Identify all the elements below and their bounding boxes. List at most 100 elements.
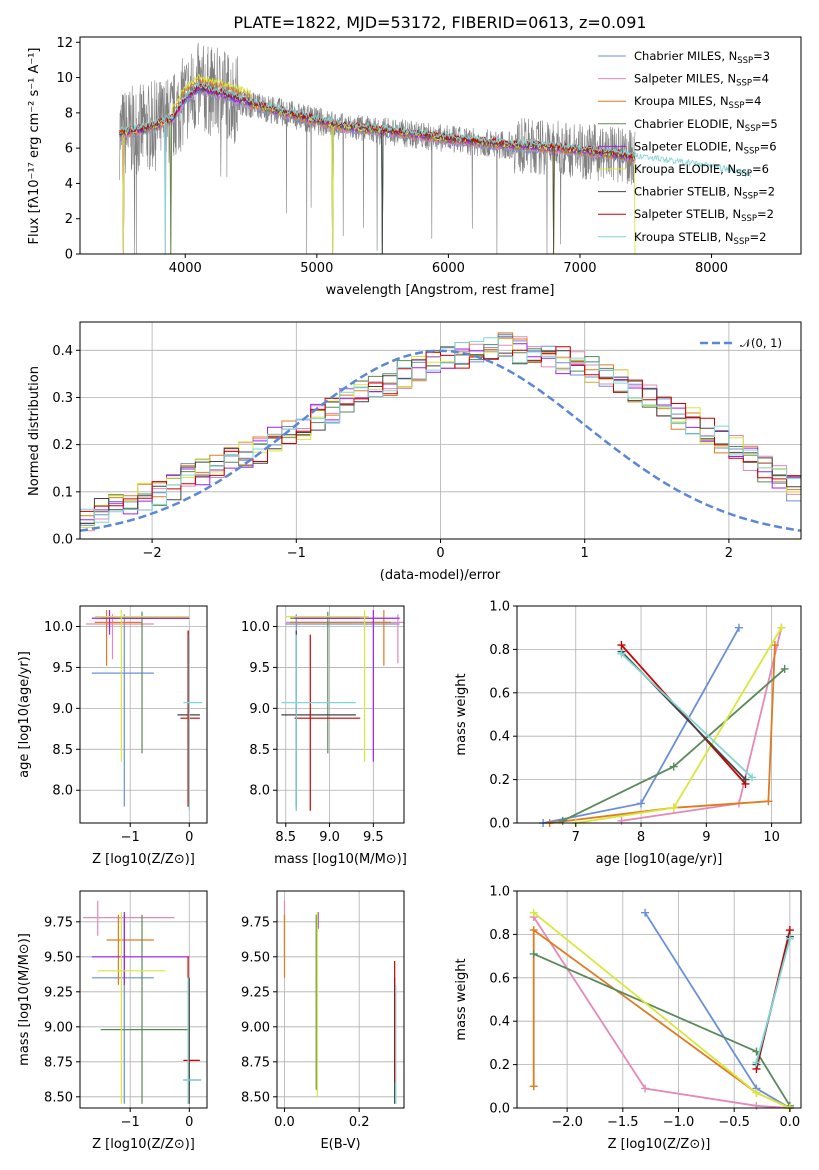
age-vs-mass-xtick-label: 9.5 xyxy=(363,830,384,845)
age-vs-Z-ytick-label: 8.5 xyxy=(52,743,73,758)
mass-weight-vs-Z-grid xyxy=(517,890,801,1109)
mass-vs-Z-ytick-label: 9.75 xyxy=(44,915,73,930)
age-vs-mass-xtick-label: 8.5 xyxy=(275,830,296,845)
legend-label: Kroupa STELIB, NSSP=2 xyxy=(634,230,766,247)
mass-weight-vs-age-ytick-label: 0.2 xyxy=(489,773,510,788)
legend-subscript: SSP xyxy=(741,214,757,224)
mass-weight-vs-age-ytick-label: 0.4 xyxy=(489,730,510,745)
legend-label: Chabrier STELIB, NSSP=2 xyxy=(634,185,775,202)
histogram-salpeter-stelib xyxy=(79,346,802,539)
residual-xtick-label: −1 xyxy=(287,546,306,561)
mass-weight-point xyxy=(752,1088,761,1097)
legend-count: =2 xyxy=(749,230,766,244)
age-vs-mass-marks xyxy=(281,610,404,811)
mass-vs-Z-marks xyxy=(82,900,202,1104)
residual-ytick-label: 0.0 xyxy=(52,533,73,548)
mass-weight-vs-Z-xtick-label: −1.0 xyxy=(663,1115,695,1130)
residual-xtick-label: 1 xyxy=(581,546,589,561)
residual-ytick-label: 0.3 xyxy=(52,391,73,406)
spectrum-x-ticks: 4000 5000 6000 7000 8000 xyxy=(169,254,728,276)
mass-vs-EBV-ytick-label: 8.75 xyxy=(241,1055,270,1070)
spectrum-xtick-label: 5000 xyxy=(300,261,333,276)
age-vs-mass-ytick-label: 8.0 xyxy=(249,784,270,799)
spectrum-legend: Chabrier MILES, NSSP=3 Salpeter MILES, NS… xyxy=(598,49,778,247)
model-spectrum-kroupa-stelib xyxy=(119,81,752,255)
residual-y-ticks: 0.0 0.1 0.2 0.3 0.4 xyxy=(52,344,80,548)
age-vs-mass-ytick-label: 10.0 xyxy=(241,620,270,635)
mass-vs-EBV-xtick-label: 0.2 xyxy=(349,1115,370,1130)
age-vs-Z-ytick-label: 10.0 xyxy=(44,620,73,635)
mass-weight-vs-age-xtick-label: 9 xyxy=(702,830,710,845)
mass-weight-line xyxy=(549,645,776,824)
mass-weight-vs-Z-xtick-label: −1.5 xyxy=(607,1115,639,1130)
mass-weight-vs-age-x-label: age [log10(age/yr)] xyxy=(596,852,723,867)
mass-weight-point xyxy=(637,799,646,808)
spectrum-xtick-label: 7000 xyxy=(563,261,596,276)
mass-weight-vs-Z-x-label: Z [log10(Z/Z⊙)] xyxy=(608,1137,711,1152)
mass-weight-point xyxy=(669,762,678,771)
age-vs-Z-panel: −1 0 8.0 8.5 9.0 9.5 10.0 Z [log10(Z/Z⊙)] age [l… xyxy=(17,605,208,867)
mass-weight-vs-age-y-label: mass weight xyxy=(454,673,469,755)
legend-subscript: SSP xyxy=(736,79,752,89)
legend-subscript: SSP xyxy=(745,124,761,134)
spectrum-xtick-label: 8000 xyxy=(695,261,728,276)
legend-count: =6 xyxy=(752,162,769,176)
mass-weight-vs-age-ytick-label: 0.0 xyxy=(489,817,510,832)
mass-weight-line xyxy=(620,653,753,779)
legend-count: =5 xyxy=(761,117,778,131)
mass-vs-Z-y-label: mass [log10(M/M⊙)] xyxy=(17,933,32,1066)
mass-weight-line xyxy=(575,627,783,824)
spectrum-axes-frame xyxy=(79,36,802,255)
legend-subscript: SSP xyxy=(734,237,750,247)
normal-curve xyxy=(79,349,802,532)
residual-xtick-label: 0 xyxy=(436,546,444,561)
age-vs-Z-y-label: age [log10(age/yr)] xyxy=(17,651,32,778)
age-vs-Z-ytick-label: 9.0 xyxy=(52,702,73,717)
age-vs-Z-xtick-label: 0 xyxy=(185,830,193,845)
spectrum-ytick-label: 8 xyxy=(65,106,73,121)
mass-weight-vs-age-frame xyxy=(516,605,802,824)
mass-vs-Z-ytick-label: 9.50 xyxy=(44,950,73,965)
mass-weight-vs-age-grid xyxy=(517,605,801,824)
residual-xtick-label: 2 xyxy=(725,546,733,561)
mass-weight-line xyxy=(755,938,791,1063)
mass-weight-vs-Z-ytick-label: 0.4 xyxy=(489,1015,510,1030)
model-spectrum-chabrier-stelib xyxy=(119,83,636,255)
mass-weight-vs-Z-frame xyxy=(516,890,802,1109)
mass-vs-Z-xtick-label: 0 xyxy=(185,1115,193,1130)
mass-weight-line xyxy=(644,912,791,1109)
residual-ytick-label: 0.1 xyxy=(52,485,73,500)
mass-weight-vs-age-ytick-label: 1.0 xyxy=(489,600,510,615)
mass-vs-Z-x-label: Z [log10(Z/Z⊙)] xyxy=(92,1137,195,1152)
mass-weight-point xyxy=(734,623,743,632)
legend-count: =3 xyxy=(753,49,770,63)
age-vs-mass-ytick-label: 9.5 xyxy=(249,661,270,676)
legend-count: =2 xyxy=(757,207,774,221)
mass-weight-vs-Z-y-label: mass weight xyxy=(454,958,469,1040)
spectrum-ytick-label: 12 xyxy=(56,36,73,51)
mass-weight-vs-age-xtick-label: 7 xyxy=(572,830,580,845)
residual-x-label: (data-model)/error xyxy=(380,568,501,583)
mass-weight-vs-Z-xtick-label: −2.0 xyxy=(551,1115,583,1130)
mass-weight-vs-Z-marks xyxy=(529,908,794,1112)
parameter-panels: −1 0 8.0 8.5 9.0 9.5 10.0 Z [log10(Z/Z⊙)] age [l… xyxy=(17,600,802,1152)
mass-weight-vs-age-ytick-label: 0.6 xyxy=(489,686,510,701)
mass-weight-vs-Z-ytick-label: 0.8 xyxy=(489,928,510,943)
legend-count: =4 xyxy=(744,94,761,108)
spectrum-ytick-label: 6 xyxy=(65,142,73,157)
legend-subscript: SSP xyxy=(744,146,760,156)
mass-weight-vs-age-marks xyxy=(539,623,789,827)
mass-vs-EBV-x-label: E(B-V) xyxy=(320,1137,360,1152)
mass-weight-point xyxy=(529,908,538,917)
spectrum-ytick-label: 4 xyxy=(65,177,73,192)
age-vs-mass-xtick-label: 9.0 xyxy=(319,830,340,845)
legend-subscript: SSP xyxy=(736,169,752,179)
mass-vs-EBV-grid xyxy=(277,891,404,1108)
spectrum-xtick-label: 6000 xyxy=(432,261,465,276)
mass-weight-point xyxy=(785,934,794,943)
mass-weight-point xyxy=(752,1101,761,1110)
mass-weight-vs-Z-xtick-label: 0.0 xyxy=(780,1115,801,1130)
mass-weight-vs-age-ytick-label: 0.8 xyxy=(489,643,510,658)
mass-vs-Z-frame xyxy=(79,890,208,1109)
histogram-kroupa-stelib xyxy=(79,337,802,539)
